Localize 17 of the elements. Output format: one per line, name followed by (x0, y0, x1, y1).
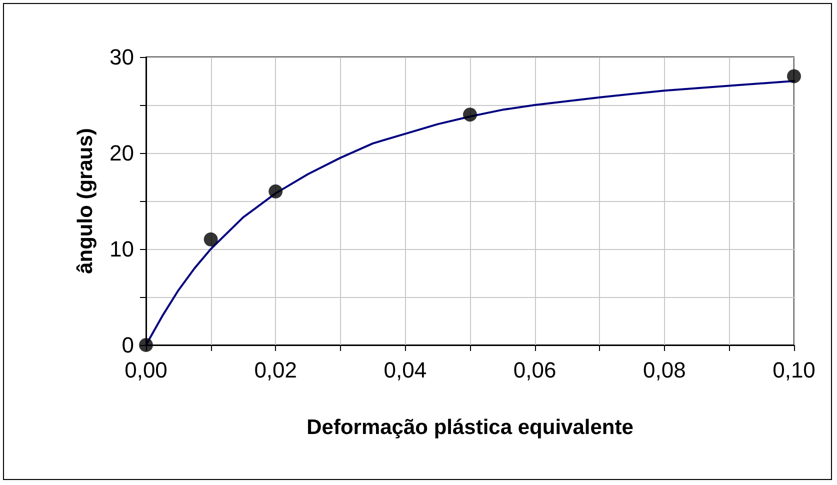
y-tick-label: 20 (110, 140, 134, 166)
x-tick-label: 0,02 (254, 358, 298, 382)
x-tick-label: 0,06 (513, 358, 556, 382)
point (463, 108, 477, 122)
y-axis-title: ângulo (graus) (74, 128, 97, 274)
y-tick-label: 0 (122, 332, 134, 358)
point (787, 69, 801, 84)
x-tick-label: 0,10 (772, 358, 816, 382)
y-tick-label: 10 (110, 236, 134, 262)
point (268, 184, 283, 198)
x-tick-label: 0,04 (384, 358, 427, 382)
x-axis-title: Deformação plástica equivalente (306, 416, 634, 439)
y-tick-label: 30 (110, 44, 134, 70)
x-tick-label: 0,08 (642, 358, 686, 382)
point (139, 338, 153, 352)
point (204, 232, 218, 246)
x-tick-label: 0,00 (124, 358, 168, 382)
